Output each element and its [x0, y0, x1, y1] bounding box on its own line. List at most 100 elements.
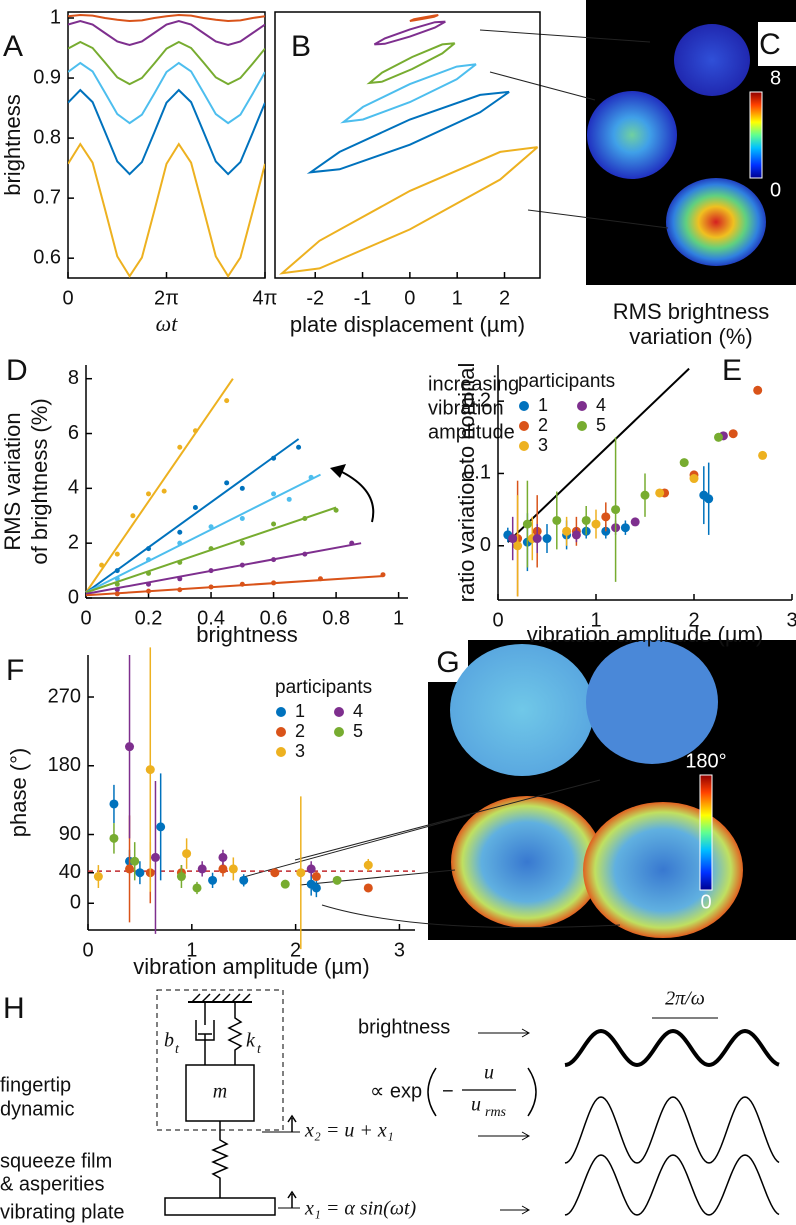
spring-sub: t	[257, 1042, 262, 1057]
x-axis-label: ωt	[156, 311, 179, 336]
legend-label: 1	[295, 701, 305, 721]
data-point	[218, 852, 228, 862]
x-tick-label: 0	[404, 287, 415, 309]
data-point	[125, 742, 135, 752]
annotation: vibration	[428, 397, 504, 419]
data-point	[176, 872, 186, 882]
data-point	[224, 398, 230, 404]
fit-line	[85, 378, 234, 594]
y-axis-label: ratio variation to nominal	[454, 363, 479, 603]
x-tick-label: 2	[290, 939, 301, 961]
data-point	[135, 868, 145, 878]
y-axis-label: phase (°)	[6, 748, 31, 838]
x-tick-label: 1	[590, 609, 601, 631]
denominator-sub: rms	[485, 1105, 507, 1120]
minus: −	[442, 1080, 454, 1102]
left-label: vibrating plate	[0, 1201, 125, 1223]
phase-map	[450, 644, 594, 776]
data-point	[145, 765, 155, 775]
data-point	[620, 523, 630, 533]
data-point	[758, 450, 768, 460]
panel-letter: F	[6, 654, 24, 687]
connectors	[239, 29, 669, 928]
equation: x₂ = u + x₁	[304, 1120, 394, 1142]
data-point	[728, 429, 738, 439]
x-tick-label: 1	[393, 607, 404, 629]
data-point	[306, 864, 316, 874]
rms-map	[666, 178, 766, 266]
series-line	[68, 88, 265, 176]
annotation: amplitude	[428, 421, 515, 443]
data-point	[114, 551, 120, 557]
arrow-up	[287, 1190, 297, 1208]
connector	[479, 29, 651, 43]
data-point	[296, 868, 306, 878]
panel-letter: D	[6, 354, 28, 387]
denominator: u	[471, 1094, 481, 1116]
data-point	[508, 534, 518, 544]
diagram	[156, 989, 718, 1216]
data-point	[332, 875, 342, 885]
data-point	[655, 488, 665, 498]
data-point	[753, 385, 763, 395]
data-point	[270, 868, 280, 878]
colorbar-label: 8	[770, 67, 781, 89]
left-label: fingertip	[0, 1074, 71, 1096]
x-axis-label: variation (%)	[629, 324, 752, 349]
y-tick-label: 90	[59, 823, 81, 845]
damper-sub: t	[175, 1042, 180, 1057]
x-tick-label: 3	[786, 609, 796, 631]
x-tick-label: 3	[394, 939, 405, 961]
paren	[527, 1067, 537, 1117]
phase-map	[586, 640, 718, 764]
y-tick-label: 2	[68, 531, 79, 553]
waveform	[564, 1028, 780, 1068]
data-point	[239, 516, 245, 522]
series-line	[366, 42, 456, 85]
series-line	[306, 90, 510, 174]
series-line	[278, 146, 539, 275]
legend-marker	[519, 421, 529, 431]
data-point	[679, 458, 689, 468]
numerator: u	[484, 1062, 494, 1084]
series-line	[68, 61, 265, 125]
proportional: ∝ exp	[370, 1080, 422, 1102]
x-axis-label: plate displacement (µm)	[290, 312, 525, 337]
x-tick-label: -2	[306, 287, 324, 309]
legend-marker	[276, 747, 286, 757]
data-point	[271, 521, 277, 527]
x-tick-label: 2π	[154, 287, 179, 309]
legend-label: 5	[353, 721, 363, 741]
ground-hatch	[191, 993, 251, 1003]
data-point	[704, 494, 714, 504]
x-tick-label: 2	[499, 287, 510, 309]
data-point	[156, 822, 166, 832]
data-point	[239, 875, 249, 885]
data-point	[552, 515, 562, 525]
legend-label: 5	[596, 415, 606, 435]
plot-frame	[67, 11, 266, 279]
x-tick-label: 0.8	[322, 607, 350, 629]
colorbar	[699, 774, 713, 891]
y-axis-label: RMS variation	[0, 412, 25, 550]
panel-letter: E	[722, 354, 742, 387]
plot-frame	[274, 11, 541, 279]
annotation-arrowhead	[330, 464, 346, 478]
data-point	[224, 480, 230, 486]
data-point	[581, 515, 591, 525]
data-point	[109, 833, 119, 843]
x-tick-label: 2	[688, 609, 699, 631]
fit-line	[85, 438, 300, 594]
legend-label: 2	[295, 721, 305, 741]
y-tick-label: 270	[48, 685, 81, 707]
fit-line	[85, 542, 362, 595]
data-point	[125, 864, 135, 874]
legend-marker	[577, 421, 587, 431]
data-point	[150, 852, 160, 862]
data-point	[532, 534, 542, 544]
y-axis-label: brightness	[0, 94, 25, 196]
legend-label: 3	[538, 435, 548, 455]
colorbar	[749, 91, 763, 179]
colorbar-label: 0	[700, 891, 711, 913]
data-point	[689, 474, 699, 484]
